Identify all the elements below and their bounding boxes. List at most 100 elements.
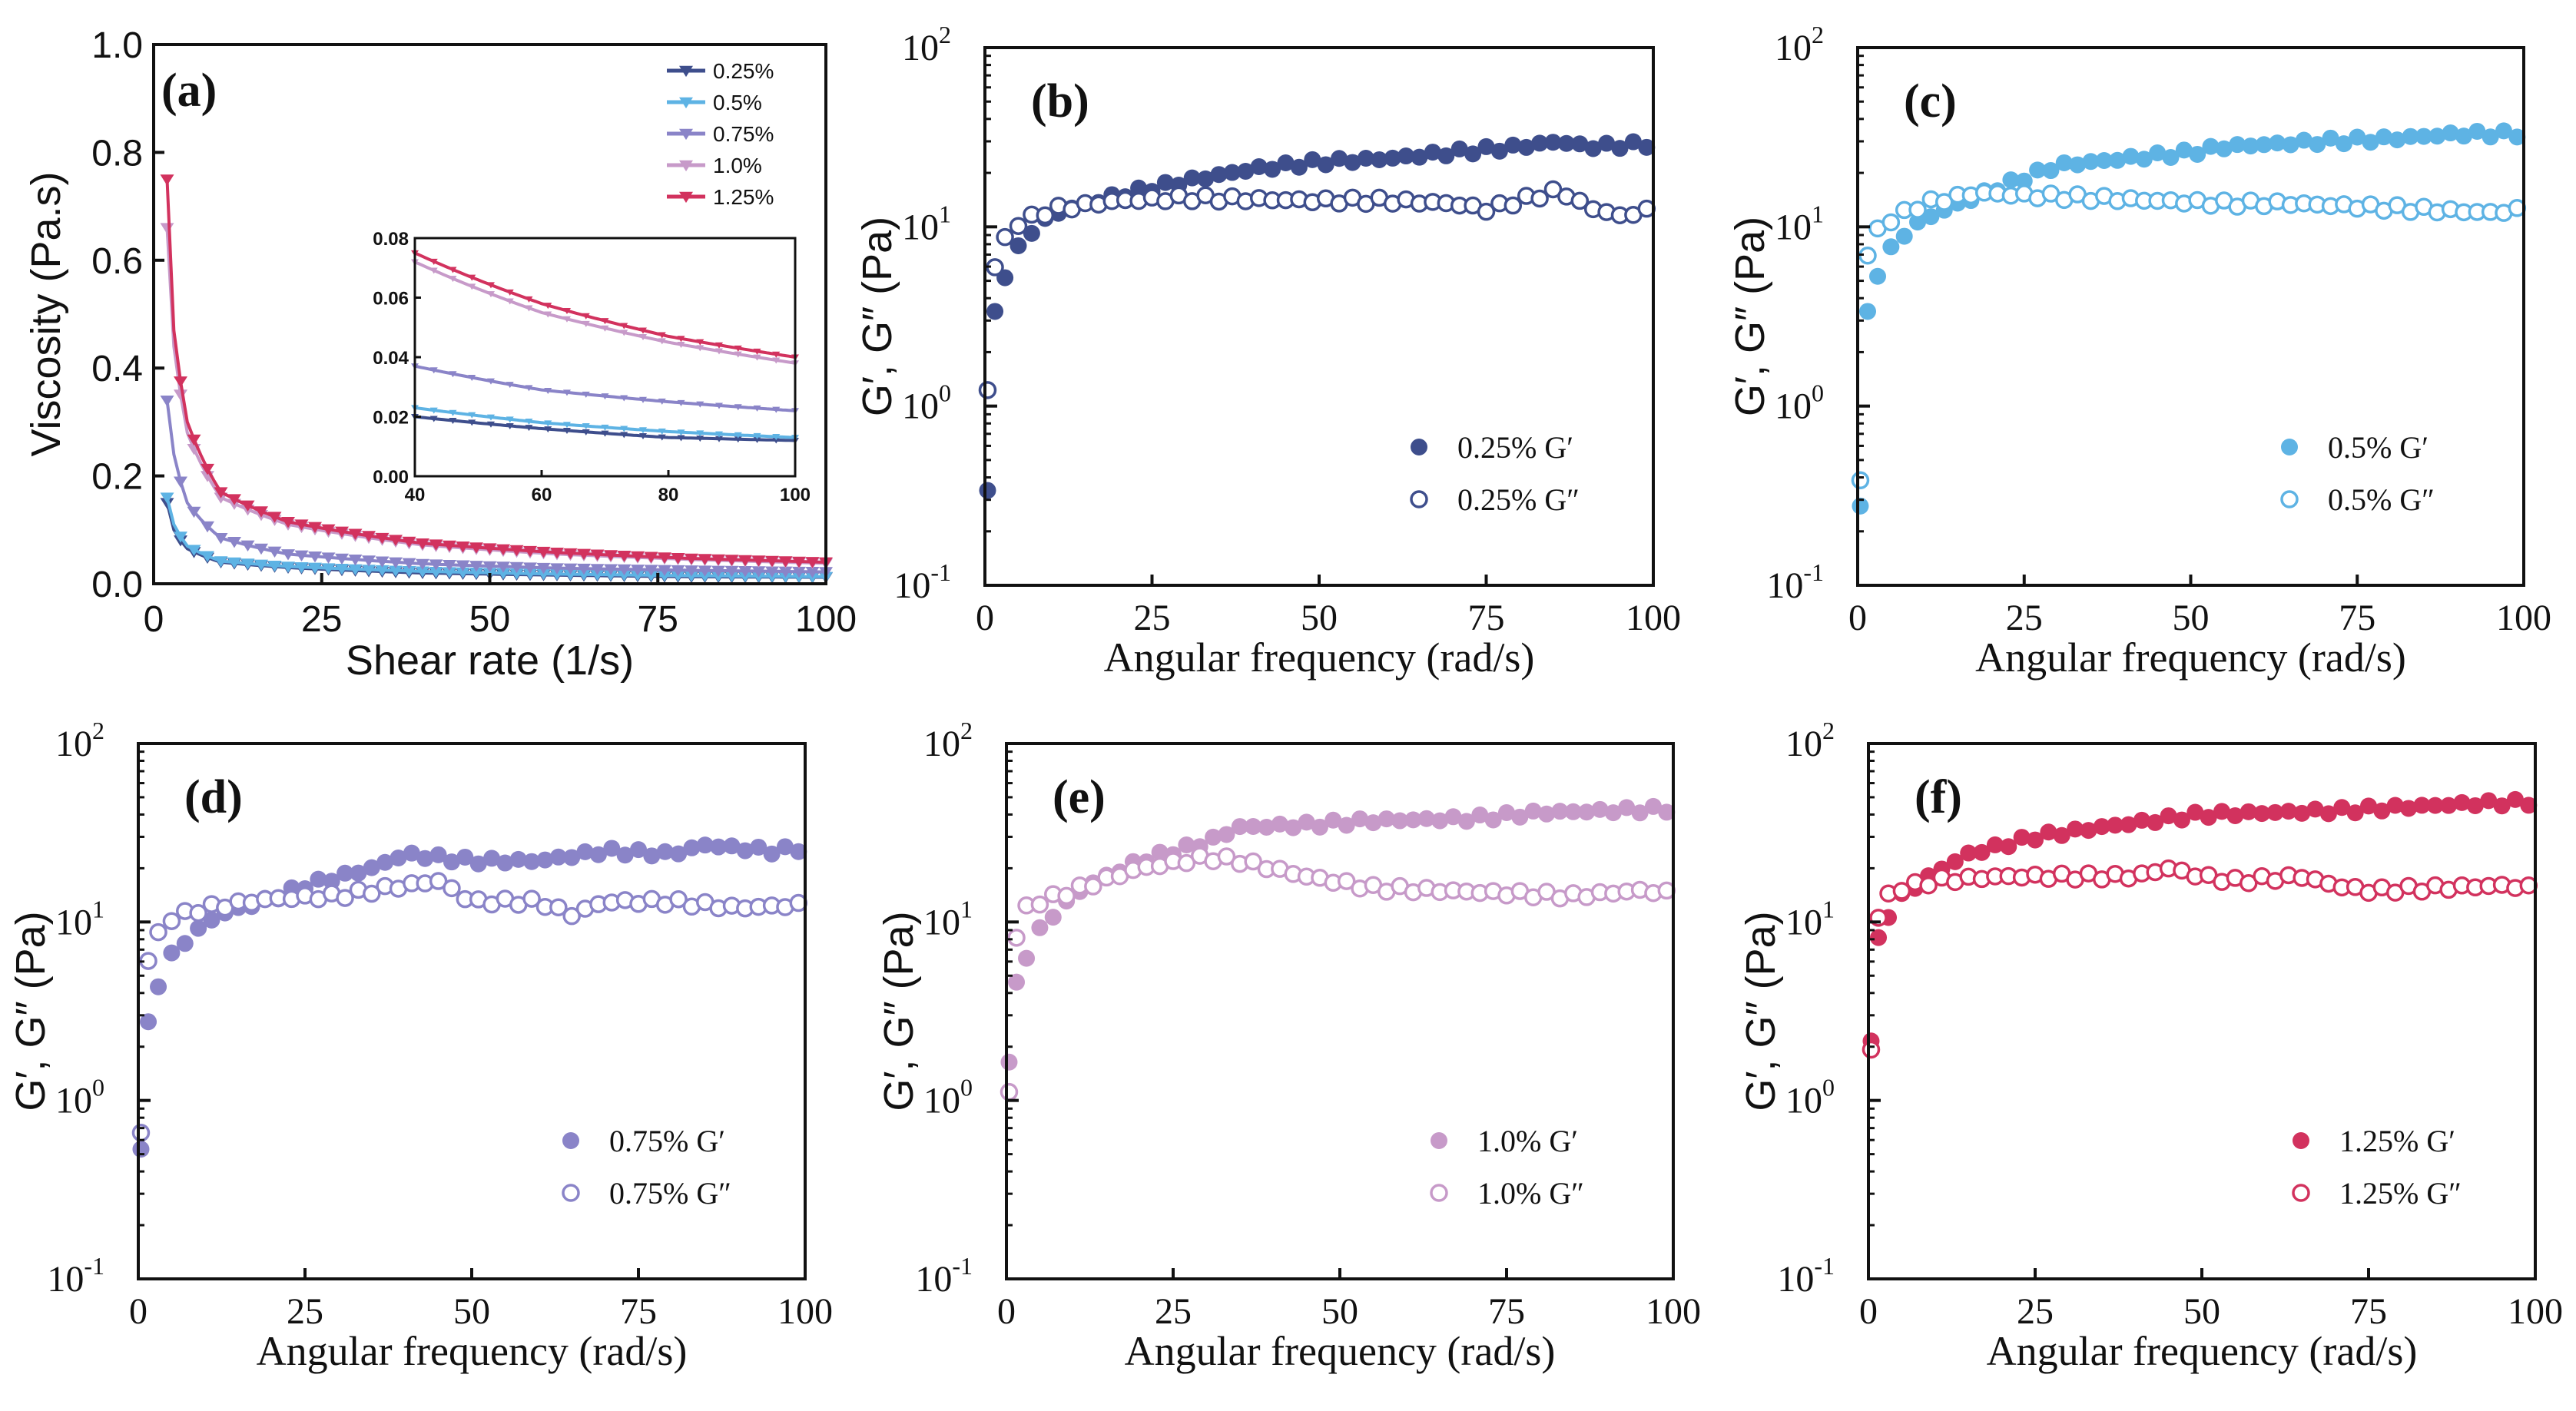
data-point xyxy=(604,569,618,581)
data-point xyxy=(402,536,416,548)
data-point xyxy=(509,568,524,580)
x-tick-label: 25 xyxy=(287,1291,323,1332)
data-point xyxy=(644,565,658,576)
inset-x-tick-label: 40 xyxy=(405,485,426,505)
panel-label: (c) xyxy=(1904,75,1957,128)
data-point xyxy=(1543,180,1563,199)
inset-data-point xyxy=(429,407,438,414)
inset-data-point xyxy=(582,423,590,430)
x-tick-label: 25 xyxy=(301,599,342,640)
y-tick-base: 10 xyxy=(923,724,960,764)
data-point xyxy=(1477,137,1495,155)
legend: 1.25% G′ 1.25% G″ xyxy=(2292,1124,2462,1211)
inset-data-point xyxy=(734,351,742,358)
data-point xyxy=(1397,147,1415,165)
data-point xyxy=(429,846,447,863)
data-point xyxy=(160,223,174,234)
data-point xyxy=(1611,140,1629,157)
data-point xyxy=(656,843,674,860)
data-point xyxy=(496,544,510,555)
y-tick-base: 10 xyxy=(923,902,960,942)
inset-data-point xyxy=(468,412,476,419)
data-point xyxy=(671,565,685,577)
inset-data-point xyxy=(753,436,761,443)
data-point xyxy=(375,556,390,568)
data-point xyxy=(2506,790,2524,808)
data-point xyxy=(2239,803,2257,820)
data-point xyxy=(1205,828,1222,846)
inset-data-point xyxy=(506,298,514,305)
series-1 xyxy=(160,492,833,583)
y-tick-exponent: 1 xyxy=(1822,895,1835,922)
y-tick-label: 102 xyxy=(55,717,104,764)
y-tick-exponent: 1 xyxy=(92,895,104,922)
y-tick-exponent: 2 xyxy=(939,21,951,48)
y-tick-base: 10 xyxy=(55,724,92,764)
y-tick-label: 10-1 xyxy=(915,1252,973,1300)
y-tick-label: 102 xyxy=(923,717,973,764)
legend-label: 0.75% xyxy=(713,122,774,146)
data-point xyxy=(1237,163,1255,181)
series-1 xyxy=(1000,846,1676,1101)
data-point xyxy=(750,838,767,856)
data-point xyxy=(160,492,174,504)
legend-label: 0.75% G′ xyxy=(609,1124,725,1158)
inset-data-point xyxy=(658,428,666,435)
data-point xyxy=(1417,810,1435,827)
x-tick-label: 50 xyxy=(2183,1291,2220,1332)
inset-data-point xyxy=(506,382,514,389)
data-point xyxy=(443,567,456,578)
inset-data-point xyxy=(696,339,705,346)
data-point xyxy=(2055,154,2073,171)
x-tick-label: 75 xyxy=(2350,1291,2387,1332)
inset-y-tick-label: 0.08 xyxy=(373,229,409,250)
data-point xyxy=(590,549,605,561)
data-point xyxy=(2520,797,2538,814)
inset-x-tick-label: 60 xyxy=(532,485,552,505)
data-point xyxy=(310,870,327,888)
data-point xyxy=(2282,136,2299,154)
x-tick-label: 100 xyxy=(795,599,857,640)
y-tick-label: 0.6 xyxy=(91,241,143,282)
data-point xyxy=(2255,136,2273,154)
data-point xyxy=(375,532,390,545)
data-point xyxy=(336,889,354,907)
inset-data-point xyxy=(715,402,723,409)
y-tick-exponent: 0 xyxy=(92,1074,104,1101)
data-point xyxy=(1530,189,1549,208)
data-point xyxy=(631,570,645,581)
data-point xyxy=(589,846,607,863)
data-point xyxy=(577,569,591,581)
data-point xyxy=(1298,813,1315,831)
data-point xyxy=(2253,805,2271,823)
data-point xyxy=(416,538,429,550)
y-tick-exponent: 1 xyxy=(1812,200,1824,227)
y-tick-exponent: 0 xyxy=(1822,1074,1835,1101)
data-point xyxy=(763,845,781,863)
data-point xyxy=(1531,134,1549,152)
inset-data-point xyxy=(506,289,514,296)
data-point xyxy=(240,558,255,570)
data-point xyxy=(1584,140,1602,157)
data-point xyxy=(979,482,996,499)
data-point xyxy=(389,535,403,546)
x-tick-label: 25 xyxy=(2006,598,2043,638)
data-point xyxy=(1457,813,1475,830)
data-point xyxy=(416,850,434,867)
data-point xyxy=(631,565,645,576)
data-point xyxy=(201,551,214,562)
y-tick-base: 10 xyxy=(1785,902,1822,942)
y-tick-exponent: -1 xyxy=(84,1252,104,1280)
data-point xyxy=(2346,804,2364,822)
data-point xyxy=(723,837,741,855)
y-tick-base: 10 xyxy=(902,386,939,427)
y-tick-label: 102 xyxy=(902,21,951,68)
data-point xyxy=(2453,793,2471,811)
data-point xyxy=(2000,838,2017,856)
data-point xyxy=(643,847,661,865)
inset-data-point xyxy=(563,389,571,396)
inset-data-point xyxy=(525,419,533,426)
x-axis-title: Angular frequency (rad/s) xyxy=(1987,1328,2418,1374)
data-point xyxy=(1008,973,1026,991)
y-tick-exponent: -1 xyxy=(1814,1252,1835,1280)
